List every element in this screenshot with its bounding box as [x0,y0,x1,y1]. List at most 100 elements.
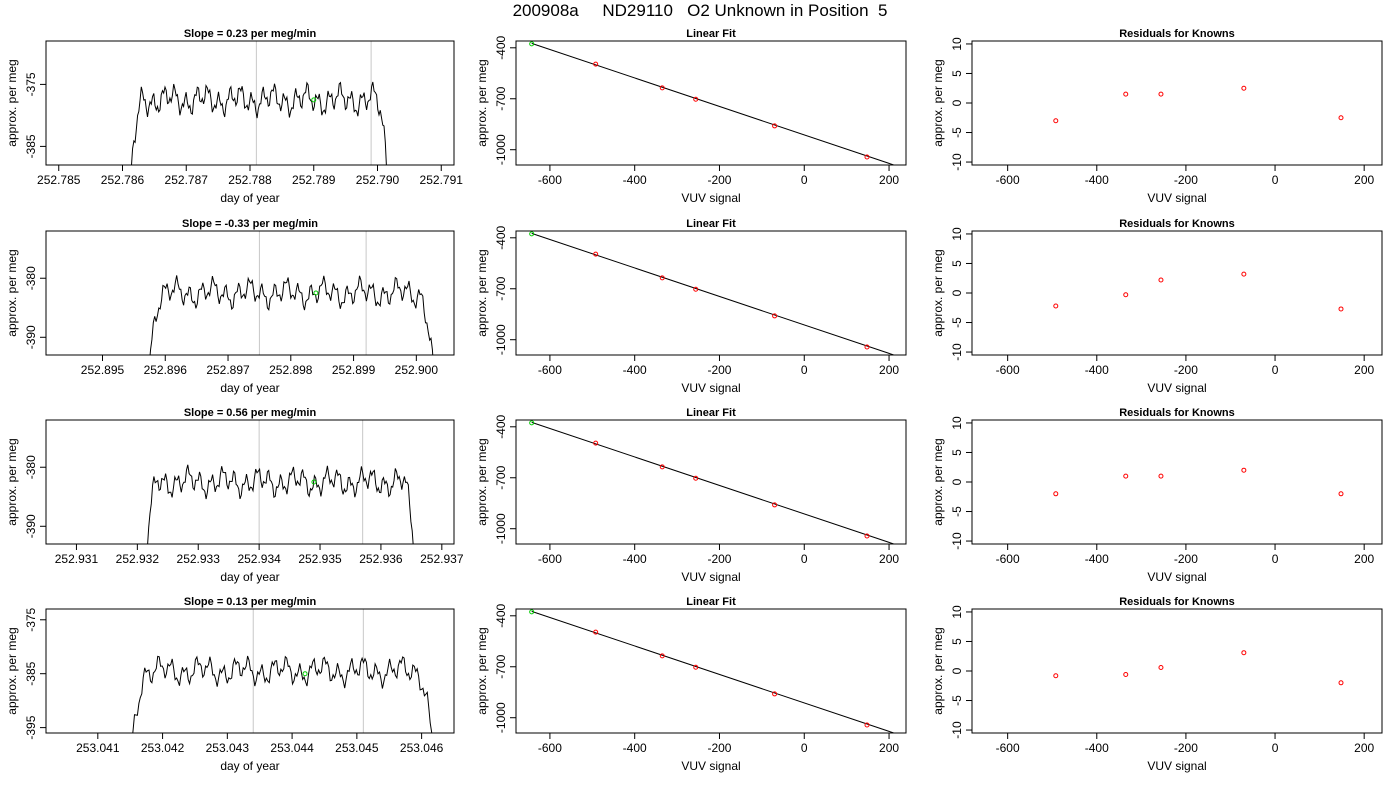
plot-frame [971,608,1383,734]
unknown-point [302,671,308,677]
unknown-point [529,41,535,47]
known-point [864,533,870,539]
signal-trace [131,81,387,165]
panel-title: Slope = 0.56 per meg/min [184,407,317,419]
known-point [659,653,665,659]
y-axis-label: approx. per meg [5,438,19,525]
x-tick-label: -200 [707,173,731,187]
residual-point [1053,491,1059,497]
panel-time-series-row1: Slope = -0.33 per meg/min 252.895 252.896 2… [5,218,455,395]
y-tick-label: -400 [494,603,508,627]
residual-point [1241,467,1247,473]
y-tick-label: -390 [24,325,38,349]
plot-area [1053,467,1344,497]
panel-title: Residuals for Knowns [1119,28,1235,40]
plot-area [529,41,896,165]
x-tick-label: 253.044 [270,741,314,755]
panel-residuals-row0: Residuals for Knowns -600 -400 -200 0 200 VUV … [931,28,1383,205]
y-tick-label: 5 [950,449,964,456]
unknown-point [529,231,535,237]
panel-fit-row2: Linear Fit -600 -400 -200 0 200 VUV signal -400… [475,407,907,584]
x-tick-label: 252.897 [206,363,250,377]
x-tick-label: 252.935 [298,552,342,566]
y-tick-label: -5 [950,317,964,328]
x-tick-label: -200 [1174,363,1198,377]
x-tick-label: 252.900 [395,363,439,377]
panel-title: Residuals for Knowns [1119,596,1235,608]
x-tick-label: 0 [1272,363,1279,377]
x-axis-label: day of year [220,570,279,584]
plot-area [529,609,896,733]
plot-area [1053,271,1344,312]
known-point [693,664,699,670]
y-tick-label: -700 [494,465,508,489]
y-tick-label: 5 [950,638,964,645]
unknown-point [311,97,317,103]
x-axis-label: VUV signal [681,381,740,395]
y-tick-label: 0 [950,289,964,296]
residual-point [1123,473,1129,479]
y-tick-label: -1000 [494,134,508,165]
x-tick-label: 252.785 [37,173,81,187]
y-tick-label: -700 [494,654,508,678]
known-point [693,96,699,102]
y-tick-label: -395 [24,715,38,739]
x-tick-label: 252.934 [237,552,281,566]
x-tick-label: 0 [1272,173,1279,187]
x-axis-label: VUV signal [1147,191,1206,205]
panel-fit-row3: Linear Fit -600 -400 -200 0 200 VUV signal -400… [475,596,907,773]
x-axis-label: day of year [220,381,279,395]
panel-title: Residuals for Knowns [1119,218,1235,230]
x-tick-label: -600 [538,363,562,377]
y-tick-label: 10 [950,37,964,51]
y-tick-label: -380 [24,266,38,290]
unknown-point [313,290,319,296]
known-point [593,629,599,635]
known-point [593,251,599,257]
panel-fit-row1: Linear Fit -600 -400 -200 0 200 VUV signal -400… [475,218,907,395]
x-tick-label: 0 [801,741,808,755]
fit-line [531,421,896,544]
x-tick-label: 252.932 [116,552,160,566]
x-axis-label: VUV signal [681,191,740,205]
y-tick-label: -5 [950,127,964,138]
y-tick-label: -380 [24,455,38,479]
fit-line [531,232,896,355]
x-tick-label: -200 [707,741,731,755]
plot-frame [971,230,1383,356]
x-tick-label: 0 [801,552,808,566]
x-tick-label: -400 [623,741,647,755]
residual-point [1123,672,1129,678]
y-tick-label: 10 [950,605,964,619]
x-axis-label: VUV signal [681,570,740,584]
panel-title: Linear Fit [686,28,736,40]
y-tick-label: -400 [494,414,508,438]
x-tick-label: -200 [1174,173,1198,187]
y-tick-label: -10 [950,721,964,739]
x-tick-label: 252.898 [269,363,313,377]
plot-area [132,609,433,733]
plot-area [1053,85,1344,124]
known-point [659,464,665,470]
residual-point [1123,91,1129,97]
plot-frame [971,40,1383,166]
fit-line [531,42,896,165]
plot-frame [45,40,455,166]
x-axis-label: day of year [220,191,279,205]
x-tick-label: -400 [1085,741,1109,755]
known-point [772,502,778,508]
signal-trace [132,655,433,733]
x-tick-label: 252.788 [228,173,272,187]
x-tick-label: 253.042 [141,741,185,755]
y-tick-label: -1000 [494,324,508,355]
known-point [864,722,870,728]
x-tick-label: 252.896 [144,363,188,377]
x-axis-label: VUV signal [1147,759,1206,773]
known-point [693,286,699,292]
known-point [593,61,599,67]
y-tick-label: -5 [950,506,964,517]
y-tick-label: -385 [24,661,38,685]
x-tick-label: 253.045 [335,741,379,755]
known-point [772,691,778,697]
plot-area [131,41,387,165]
